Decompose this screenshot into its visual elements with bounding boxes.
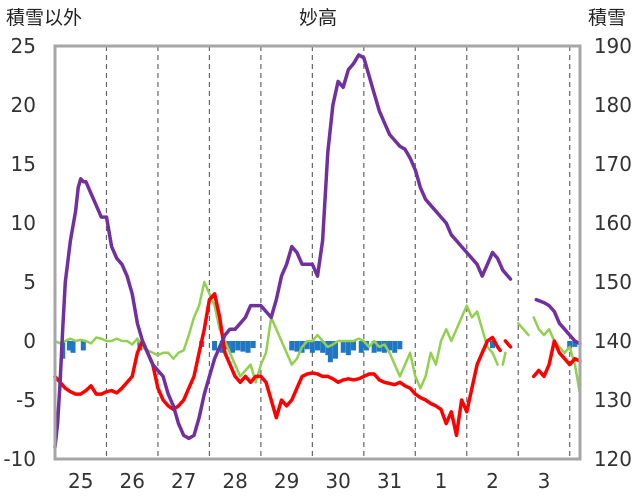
precip-bar [351,341,357,351]
precip-bar [250,341,256,349]
precip-bar [490,341,495,349]
left-tick-label: 10 [11,211,36,235]
series-line-temperature [503,339,513,349]
x-tick-label: 28 [222,469,247,493]
right-tick-label: 180 [594,93,632,117]
precip-bar [327,341,333,363]
right-tick-label: 120 [594,447,632,471]
precip-bar [320,341,326,353]
precip-bar [66,341,72,351]
precip-bar [397,341,403,350]
series-line-wind [501,351,507,366]
x-tick-label: 2 [486,469,499,493]
left-tick-label: -5 [16,388,36,412]
precip-bar [240,341,246,352]
x-tick-label: 29 [274,469,299,493]
precip-bar [309,341,315,353]
chart-title: 妙高 [299,7,337,29]
right-tick-label: 150 [594,270,632,294]
precip-bar [387,341,393,351]
left-tick-labels: 25 20 15 10 5 0 -5 -10 [3,34,36,471]
right-tick-label: 170 [594,152,632,176]
series-line-wind [53,280,499,390]
right-tick-label: 130 [594,388,632,412]
x-tick-label: 25 [68,469,93,493]
series-line-temperature [531,339,582,379]
x-tick-labels: 25 26 27 28 29 30 31 1 2 3 [68,469,550,493]
left-tick-label: 20 [11,93,36,117]
right-tick-labels: 190 180 170 160 150 140 130 120 [594,34,632,471]
precip-bar [212,341,218,351]
x-tick-label: 26 [119,469,144,493]
x-tick-label: 1 [435,469,448,493]
precip-bar [245,341,251,353]
x-tick-label: 27 [171,469,196,493]
series-line-snow-depth [534,297,582,346]
right-axis-label: 積雪 [588,7,626,29]
left-tick-label: -10 [3,447,36,471]
series-line-snow-depth [53,53,513,449]
precip-bar [392,341,398,353]
x-tick-label: 30 [325,469,350,493]
precip-bar [294,341,300,352]
series-line-wind [516,322,530,337]
x-tick-label: 31 [377,469,402,493]
plot-frame [53,44,582,461]
precip-bar [289,341,295,351]
right-tick-label: 190 [594,34,632,58]
precip-bar [340,341,346,353]
precip-bar [230,341,236,353]
series-line-temperature [53,292,502,438]
left-tick-label: 25 [11,34,36,58]
left-tick-label: 15 [11,152,36,176]
precip-bar [333,341,339,359]
right-tick-label: 160 [594,211,632,235]
left-tick-label: 5 [23,270,36,294]
precip-bar [572,341,578,347]
precip-bar [567,341,573,349]
right-tick-label: 140 [594,329,632,353]
precip-bar [345,341,351,356]
precip-bar [358,341,364,353]
series-lines [53,53,582,449]
precip-bar [235,341,241,351]
x-tick-label: 3 [538,469,551,493]
precip-bar [304,341,310,350]
left-axis-label: 積雪以外 [6,7,82,29]
precip-bar [80,341,86,351]
precip-bar [371,341,377,353]
precip-bar [381,341,387,353]
left-tick-label: 0 [23,329,36,353]
precip-bar [70,341,76,353]
precip-bar [315,341,320,351]
series-line-wind [532,316,582,396]
